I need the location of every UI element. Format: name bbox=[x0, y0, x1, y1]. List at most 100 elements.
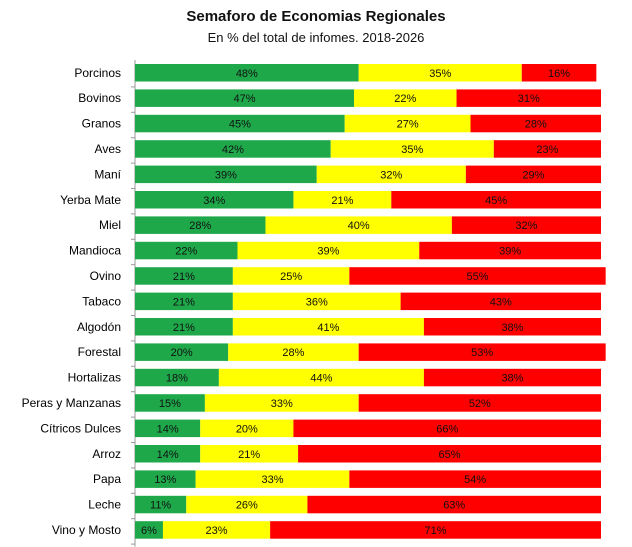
category-label: Aves bbox=[95, 142, 121, 156]
bar-segment-0 bbox=[135, 140, 331, 158]
bar-segment-2 bbox=[358, 394, 601, 412]
data-label: 25% bbox=[280, 271, 302, 283]
data-label: 44% bbox=[310, 373, 332, 385]
bar-segment-1 bbox=[237, 241, 420, 260]
bar-segment-2 bbox=[349, 267, 606, 285]
data-label: 38% bbox=[501, 373, 523, 385]
data-label: 35% bbox=[401, 144, 423, 156]
bar-segment-0 bbox=[135, 114, 345, 133]
data-label: 53% bbox=[471, 347, 493, 359]
chart-subtitle: En % del total de infomes. 2018-2026 bbox=[207, 30, 425, 45]
data-label: 14% bbox=[157, 449, 179, 461]
data-label: 35% bbox=[429, 68, 451, 80]
bar-segment-2 bbox=[419, 241, 601, 260]
bar-segment-2 bbox=[470, 114, 601, 133]
bar-segment-0 bbox=[135, 394, 205, 412]
category-label: Papa bbox=[93, 472, 121, 486]
bar-segment-2 bbox=[358, 343, 606, 361]
data-label: 48% bbox=[236, 68, 258, 80]
data-label: 36% bbox=[306, 296, 328, 308]
data-label: 15% bbox=[159, 398, 181, 410]
bar-segment-1 bbox=[232, 267, 350, 285]
data-label: 41% bbox=[317, 322, 339, 334]
data-label: 40% bbox=[348, 220, 370, 232]
bar-segment-1 bbox=[218, 368, 424, 387]
bar-segment-1 bbox=[293, 191, 392, 209]
category-label: Leche bbox=[88, 498, 121, 512]
bar-segment-1 bbox=[354, 89, 457, 107]
bar-segment-0 bbox=[135, 267, 233, 285]
data-label: 42% bbox=[222, 144, 244, 156]
bar-segment-0 bbox=[135, 445, 201, 463]
data-label: 47% bbox=[233, 93, 255, 105]
category-label: Forestal bbox=[78, 345, 121, 359]
bar-segment-1 bbox=[232, 318, 424, 336]
data-label: 38% bbox=[501, 322, 523, 334]
bar-segment-0 bbox=[135, 89, 355, 107]
bar-segment-0 bbox=[135, 216, 266, 234]
bar-segment-2 bbox=[391, 191, 601, 209]
category-label: Arroz bbox=[92, 447, 121, 461]
data-label: 23% bbox=[206, 525, 228, 537]
data-label: 45% bbox=[229, 119, 251, 131]
data-label: 21% bbox=[173, 296, 195, 308]
data-label: 66% bbox=[436, 423, 458, 435]
data-label: 22% bbox=[394, 93, 416, 105]
category-label: Ovino bbox=[90, 269, 122, 283]
data-label: 45% bbox=[485, 195, 507, 207]
bar-segment-2 bbox=[349, 470, 601, 488]
bar-segment-1 bbox=[195, 470, 350, 488]
bar-segment-0 bbox=[135, 292, 233, 311]
bar-segment-2 bbox=[293, 419, 601, 438]
category-label: Granos bbox=[82, 117, 121, 131]
data-label: 39% bbox=[317, 246, 339, 258]
chart-title: Semaforo de Economias Regionales bbox=[186, 8, 446, 25]
bar-segment-2 bbox=[270, 521, 601, 539]
bar-segment-2 bbox=[298, 445, 601, 463]
data-label: 14% bbox=[157, 423, 179, 435]
data-label: 21% bbox=[331, 195, 353, 207]
data-label: 18% bbox=[166, 373, 188, 385]
data-label: 55% bbox=[466, 271, 488, 283]
category-label: Miel bbox=[99, 218, 121, 232]
data-label: 39% bbox=[215, 169, 237, 181]
data-label: 23% bbox=[536, 144, 558, 156]
bar-segment-2 bbox=[400, 292, 601, 311]
data-label: 13% bbox=[154, 474, 176, 486]
data-label: 21% bbox=[173, 271, 195, 283]
bar-segment-2 bbox=[493, 140, 601, 158]
bar-segment-1 bbox=[330, 140, 494, 158]
bar-segment-0 bbox=[135, 64, 359, 82]
data-label: 52% bbox=[469, 398, 491, 410]
bar-segment-2 bbox=[423, 318, 601, 336]
category-label: Algodón bbox=[77, 320, 121, 334]
category-label: Bovinos bbox=[78, 91, 121, 105]
data-label: 6% bbox=[141, 525, 157, 537]
category-label: Yerba Mate bbox=[60, 193, 121, 207]
bar-segment-0 bbox=[135, 241, 238, 260]
bar-segment-1 bbox=[228, 343, 359, 361]
bar-segment-2 bbox=[451, 216, 601, 234]
bar-segment-0 bbox=[135, 419, 201, 438]
bar-segment-1 bbox=[200, 445, 299, 463]
data-label: 32% bbox=[380, 169, 402, 181]
category-label: Hortalizas bbox=[68, 371, 121, 385]
data-label: 29% bbox=[522, 169, 544, 181]
category-label: Porcinos bbox=[74, 66, 121, 80]
bar-segment-1 bbox=[316, 165, 466, 184]
data-label: 34% bbox=[203, 195, 225, 207]
bar-segment-0 bbox=[135, 191, 294, 209]
data-label: 22% bbox=[175, 246, 197, 258]
data-label: 33% bbox=[261, 474, 283, 486]
category-label: Vino y Mosto bbox=[52, 523, 121, 537]
data-label: 43% bbox=[490, 296, 512, 308]
bar-segment-0 bbox=[135, 470, 196, 488]
data-label: 21% bbox=[238, 449, 260, 461]
data-label: 33% bbox=[271, 398, 293, 410]
data-label: 63% bbox=[443, 500, 465, 512]
data-label: 39% bbox=[499, 246, 521, 258]
data-label: 32% bbox=[515, 220, 537, 232]
bar-segment-0 bbox=[135, 318, 233, 336]
bar-segment-0 bbox=[135, 495, 187, 514]
